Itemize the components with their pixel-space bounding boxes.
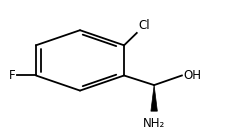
Polygon shape [151,85,157,111]
Text: Cl: Cl [138,19,150,32]
Text: F: F [8,69,15,82]
Text: OH: OH [183,69,201,82]
Text: NH₂: NH₂ [143,117,165,130]
